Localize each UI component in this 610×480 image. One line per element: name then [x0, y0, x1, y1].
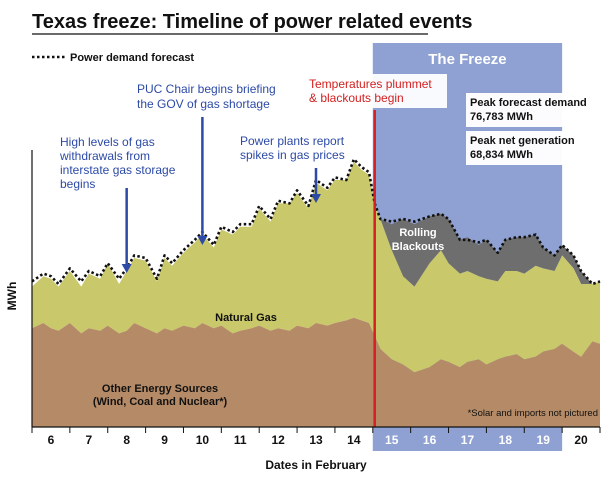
x-axis-label: Dates in February: [265, 458, 367, 472]
legend-label-forecast: Power demand forecast: [70, 52, 194, 64]
x-tick-label: 17: [461, 433, 475, 447]
annotation-temperatures-bg: [305, 74, 447, 108]
callout-peak-generation-value: 68,834 MWh: [470, 149, 533, 161]
x-tick-label: 6: [48, 433, 55, 447]
series-area-natural-gas: [32, 161, 600, 373]
freeze-label: The Freeze: [428, 51, 506, 68]
callout-peak-forecast-bg: [466, 93, 600, 127]
series-area-rolling-blackouts: [32, 161, 600, 287]
footnote: *Solar and imports not pictured: [468, 408, 598, 419]
x-tick-label: 16: [423, 433, 437, 447]
x-tick-label: 8: [123, 433, 130, 447]
x-tick-label: 19: [537, 433, 551, 447]
annotation-gas-withdrawals-line-1: High levels of gas: [60, 135, 155, 149]
x-axis: 6 7 8 9 10 11 12 13 14 15 16 17 18 19 20: [31, 427, 601, 447]
x-tick-label: 9: [161, 433, 168, 447]
series-area-other-energy: [32, 317, 600, 427]
plot-area: The Freeze Other Energy Sources(Wind, Coa…: [31, 43, 601, 451]
region-label-other-2: (Wind, Coal and Nuclear*): [93, 396, 228, 408]
region-label-other-1: Other Energy Sources: [102, 383, 218, 395]
callout-peak-forecast-label: Peak forecast demand: [470, 97, 587, 109]
axis-frame: [31, 150, 600, 428]
y-axis-label: MWh: [5, 282, 19, 311]
x-tick-label: 14: [347, 433, 361, 447]
annotation-power-plants-arrow-head: [311, 194, 321, 203]
callout-peak-generation-bg: [466, 131, 600, 165]
x-tick-label: 7: [85, 433, 92, 447]
annotation-power-plants-line-1: Power plants report: [240, 134, 345, 148]
x-tick-label: 20: [574, 433, 588, 447]
annotation-temperatures-line-1: Temperatures plummet: [309, 77, 432, 91]
x-tick-label: 12: [271, 433, 285, 447]
chart-title: Texas freeze: Timeline of power related …: [32, 11, 473, 33]
annotation-temperatures-line-2: & blackouts begin: [309, 91, 404, 105]
annotation-gas-withdrawals-line-4: begins: [60, 177, 95, 191]
x-tick-label: 10: [196, 433, 210, 447]
x-tick-label: 13: [309, 433, 323, 447]
annotation-power-plants-line-2: spikes in gas prices: [240, 148, 345, 162]
x-tick-label: 11: [234, 433, 247, 447]
annotation-gas-withdrawals-line-2: withdrawals from: [59, 149, 150, 163]
x-tick-label: 15: [385, 433, 399, 447]
annotation-puc-chair-arrow-head: [197, 236, 208, 245]
legend: Power demand forecast: [32, 52, 194, 64]
region-label-natural-gas: Natural Gas: [215, 312, 277, 324]
annotation-puc-chair-line-2: the GOV of gas shortage: [137, 97, 270, 111]
callout-peak-generation-label: Peak net generation: [470, 135, 575, 147]
x-tick-label: 18: [499, 433, 513, 447]
annotation-gas-withdrawals-arrow-head: [121, 264, 132, 273]
annotation-puc-chair-line-1: PUC Chair begins briefing: [137, 82, 276, 96]
annotation-gas-withdrawals-line-3: interstate gas storage: [60, 163, 176, 177]
region-label-blackouts-1: Rolling: [399, 227, 436, 239]
region-label-blackouts-2: Blackouts: [392, 241, 445, 253]
callout-peak-forecast-value: 76,783 MWh: [470, 111, 533, 123]
freeze-axis-band: [372, 427, 563, 451]
